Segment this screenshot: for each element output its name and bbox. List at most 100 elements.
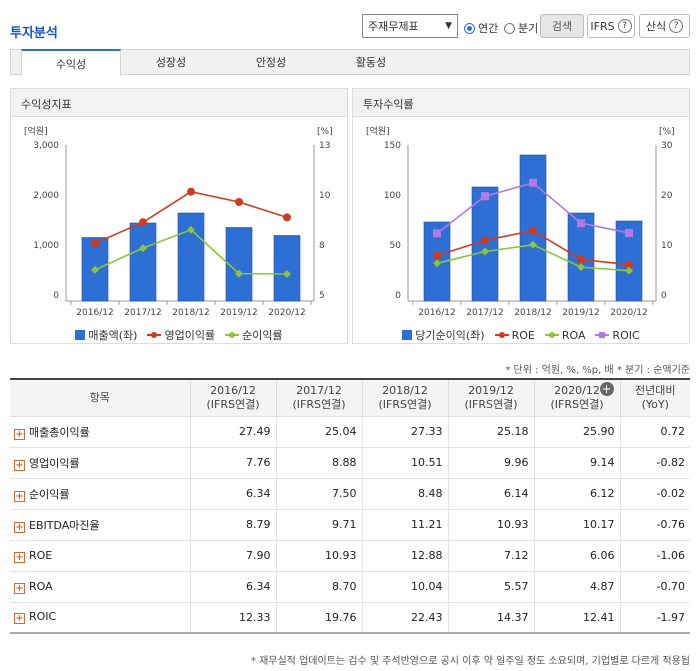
table-row: + ROE 7.90 10.93 12.88 7.12 6.06 -1.06 bbox=[10, 540, 690, 572]
line-swatch-icon bbox=[225, 330, 240, 340]
radio-on-icon bbox=[464, 22, 475, 34]
expand-icon[interactable]: + bbox=[14, 459, 25, 471]
table-cell: 7.90 bbox=[189, 540, 276, 572]
table-cell: 6.06 bbox=[533, 540, 620, 572]
table-cell: 12.88 bbox=[361, 540, 448, 572]
right-tick-label: 10 bbox=[661, 241, 673, 251]
data-point bbox=[529, 226, 537, 235]
expand-icon[interactable]: + bbox=[14, 521, 25, 533]
expand-icon[interactable]: + bbox=[14, 613, 25, 625]
ifrs-help-button[interactable]: IFRS ? bbox=[587, 14, 635, 38]
table-cell: 22.43 bbox=[361, 602, 448, 634]
formula-label: 산식 bbox=[645, 20, 667, 33]
legend-item[interactable]: 영업이익률 bbox=[147, 327, 215, 343]
right-tick-label: 20 bbox=[661, 191, 673, 201]
data-point bbox=[529, 178, 537, 187]
bar-swatch-icon bbox=[402, 330, 413, 340]
bar bbox=[129, 222, 157, 302]
legend-label: ROIC bbox=[612, 328, 640, 342]
table-cell: 12.41 bbox=[533, 602, 620, 634]
tab-profitability[interactable]: 수익성 bbox=[21, 49, 121, 76]
row-label[interactable]: + ROA bbox=[10, 571, 190, 603]
yoy-cell: -0.82 bbox=[619, 447, 690, 479]
row-label[interactable]: + 매출총이익률 bbox=[10, 416, 190, 448]
table-cell: 7.12 bbox=[447, 540, 534, 572]
table-cell: 25.90 bbox=[533, 416, 620, 448]
formula-help-button[interactable]: 산식 ? bbox=[639, 14, 690, 38]
bar bbox=[273, 235, 301, 302]
legend-item[interactable]: 순이익률 bbox=[225, 327, 283, 343]
footnote: * 재무실적 업데이트는 검수 및 주석반영으로 공시 이후 약 일주일 정도 … bbox=[250, 656, 690, 667]
left-axis-unit: [억원] bbox=[366, 125, 390, 137]
data-point bbox=[433, 259, 441, 268]
legend-item[interactable]: ROA bbox=[544, 327, 586, 343]
legend-label: ROE bbox=[511, 328, 535, 342]
tab-stability[interactable]: 안정성 bbox=[255, 56, 287, 69]
legend-label: 영업이익률 bbox=[164, 329, 216, 342]
table-row: + 매출총이익률 27.49 25.04 27.33 25.18 25.90 0.72 bbox=[10, 416, 690, 448]
chart-legend: 당기순이익(좌) ROE ROA ROIC bbox=[353, 327, 689, 343]
x-tick-label: 2020/12 bbox=[610, 308, 647, 318]
right-tick-label: 10 bbox=[319, 191, 331, 201]
legend-label: ROA bbox=[561, 328, 586, 342]
analysis-tabs: 수익성 성장성 안정성 활동성 bbox=[10, 49, 690, 76]
expand-icon[interactable]: + bbox=[14, 490, 25, 502]
left-axis-unit: [억원] bbox=[24, 125, 48, 137]
table-cell: 7.76 bbox=[189, 447, 276, 479]
x-tick-label: 2017/12 bbox=[124, 308, 161, 318]
data-point bbox=[187, 225, 195, 234]
data-point bbox=[187, 187, 195, 196]
bar-swatch-icon bbox=[75, 330, 86, 340]
search-button[interactable]: 검색 bbox=[540, 14, 584, 38]
line-swatch-icon bbox=[595, 330, 610, 340]
data-point bbox=[139, 244, 147, 253]
radio-quarter[interactable]: 분기 bbox=[504, 20, 538, 36]
expand-icon[interactable]: + bbox=[14, 582, 25, 594]
table-cell: 6.34 bbox=[189, 571, 276, 603]
table-cell: 6.14 bbox=[447, 478, 534, 510]
tab-activity[interactable]: 활동성 bbox=[355, 56, 387, 69]
data-point bbox=[283, 213, 291, 222]
chart-title: 수익성지표 bbox=[11, 89, 347, 117]
period-header: 2019/12 (IFRS연결) bbox=[447, 378, 535, 417]
table-cell: 4.87 bbox=[533, 571, 620, 603]
page-title: 투자분석 bbox=[10, 26, 58, 41]
tab-growth[interactable]: 성장성 bbox=[155, 56, 187, 69]
table-cell: 12.33 bbox=[189, 602, 276, 634]
legend-item[interactable]: ROIC bbox=[595, 327, 640, 343]
ifrs-label: IFRS bbox=[590, 19, 615, 33]
table-cell: 8.48 bbox=[361, 478, 448, 510]
row-label[interactable]: + ROIC bbox=[10, 602, 190, 634]
item-header: 항목 bbox=[10, 378, 191, 417]
search-button-label: 검색 bbox=[551, 20, 573, 33]
row-label[interactable]: + ROE bbox=[10, 540, 190, 572]
table-cell: 19.76 bbox=[275, 602, 362, 634]
investment-return-chart-panel: 투자수익률 [억원] [%] 0 50 100 150 0 10 20 30 2016/12 2017… bbox=[352, 88, 690, 344]
period-header: 2017/12 (IFRS연결) bbox=[275, 378, 363, 417]
row-label[interactable]: + EBITDA마진율 bbox=[10, 509, 190, 541]
radio-off-icon bbox=[504, 22, 515, 34]
add-column-icon[interactable]: + bbox=[599, 381, 614, 396]
row-label[interactable]: + 영업이익률 bbox=[10, 447, 190, 479]
legend-item[interactable]: 매출액(좌) bbox=[75, 327, 137, 343]
table-cell: 14.37 bbox=[447, 602, 534, 634]
data-point bbox=[235, 269, 243, 278]
x-tick-label: 2019/12 bbox=[220, 308, 257, 318]
row-label[interactable]: + 순이익률 bbox=[10, 478, 190, 510]
table-row: + ROIC 12.33 19.76 22.43 14.37 12.41 -1.97 bbox=[10, 602, 690, 634]
statement-select-value: 주재무제표 bbox=[368, 20, 419, 33]
radio-year-label: 연간 bbox=[478, 22, 499, 35]
expand-icon[interactable]: + bbox=[14, 428, 25, 440]
table-cell: 7.50 bbox=[275, 478, 362, 510]
legend-item[interactable]: ROE bbox=[494, 327, 535, 343]
x-tick-label: 2017/12 bbox=[466, 308, 503, 318]
line-swatch-icon bbox=[544, 330, 559, 340]
expand-icon[interactable]: + bbox=[14, 551, 25, 563]
chart-legend: 매출액(좌) 영업이익률 순이익률 bbox=[11, 327, 347, 343]
legend-item[interactable]: 당기순이익(좌) bbox=[402, 327, 485, 343]
right-axis-unit: [%] bbox=[317, 127, 333, 137]
radio-year[interactable]: 연간 bbox=[464, 20, 498, 36]
left-tick-label: 1,000 bbox=[33, 241, 59, 251]
statement-select[interactable]: 주재무제표 ▼ bbox=[362, 14, 458, 38]
legend-label: 매출액(좌) bbox=[88, 329, 138, 342]
